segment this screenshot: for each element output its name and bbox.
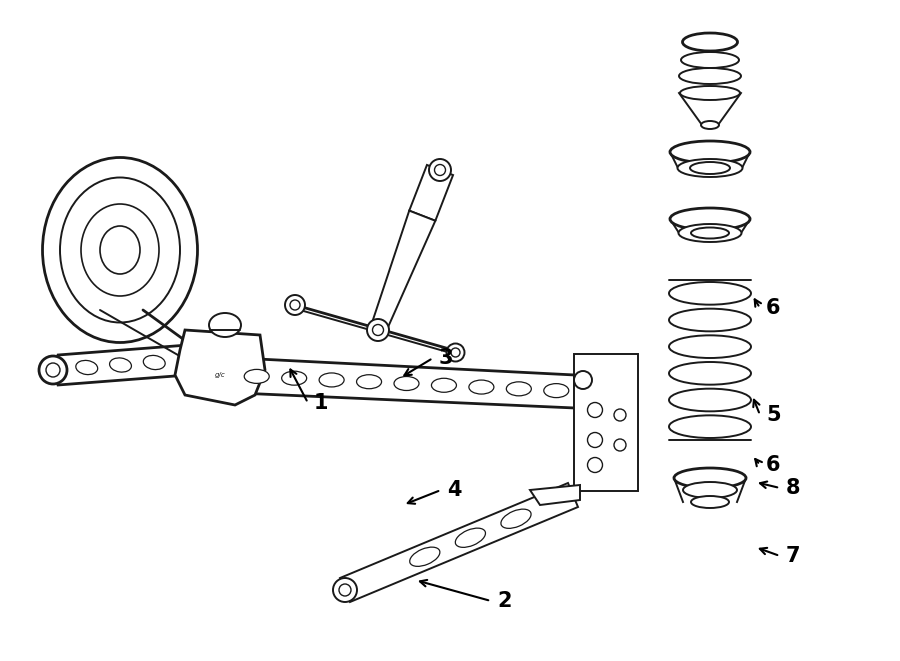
Ellipse shape [285,295,305,315]
Ellipse shape [320,373,344,387]
Ellipse shape [614,409,626,421]
Ellipse shape [501,509,531,528]
Ellipse shape [373,325,383,336]
Ellipse shape [669,335,751,358]
Ellipse shape [455,528,485,547]
Ellipse shape [670,141,750,163]
Ellipse shape [674,468,746,488]
Ellipse shape [290,300,300,310]
Ellipse shape [679,68,741,84]
Text: 5: 5 [766,405,780,425]
Ellipse shape [681,52,739,68]
Ellipse shape [669,415,751,438]
Ellipse shape [544,383,569,398]
Text: 3: 3 [439,348,454,368]
Ellipse shape [431,378,456,392]
Ellipse shape [669,362,751,385]
Ellipse shape [110,358,131,372]
Text: 6: 6 [766,298,780,318]
Ellipse shape [209,313,241,337]
Ellipse shape [669,309,751,331]
Ellipse shape [451,348,460,357]
Polygon shape [410,165,453,221]
Ellipse shape [507,382,531,396]
Text: 7: 7 [786,546,800,566]
Polygon shape [175,330,265,405]
Ellipse shape [143,356,166,369]
Ellipse shape [680,86,740,100]
Ellipse shape [367,319,389,341]
Polygon shape [238,358,575,408]
Ellipse shape [588,432,602,447]
Polygon shape [53,345,188,385]
Ellipse shape [669,389,751,411]
Ellipse shape [701,121,719,129]
Polygon shape [530,485,580,505]
Polygon shape [371,211,436,333]
Ellipse shape [356,375,382,389]
Text: 2: 2 [497,591,511,611]
Ellipse shape [100,226,140,274]
Ellipse shape [614,439,626,451]
Ellipse shape [76,360,98,375]
Ellipse shape [574,371,592,389]
Text: 1: 1 [314,393,328,413]
Ellipse shape [60,178,180,323]
FancyBboxPatch shape [574,354,638,491]
Ellipse shape [683,482,737,498]
Text: 8: 8 [786,478,800,498]
Polygon shape [340,483,578,602]
Ellipse shape [670,208,750,230]
Ellipse shape [410,547,440,566]
Ellipse shape [679,224,742,242]
Text: g/c: g/c [214,372,225,378]
Ellipse shape [588,457,602,473]
Ellipse shape [469,380,494,394]
Ellipse shape [691,496,729,508]
Ellipse shape [588,403,602,418]
Ellipse shape [39,356,67,384]
Ellipse shape [435,165,446,176]
Ellipse shape [691,227,729,239]
Text: 6: 6 [766,455,780,475]
Ellipse shape [682,33,737,51]
Ellipse shape [244,369,269,383]
Ellipse shape [446,344,464,362]
Ellipse shape [81,204,159,296]
Ellipse shape [333,578,357,602]
Text: 4: 4 [447,480,462,500]
Ellipse shape [669,282,751,305]
Ellipse shape [678,159,742,177]
Ellipse shape [46,363,60,377]
Ellipse shape [282,371,307,385]
Ellipse shape [690,162,730,174]
Ellipse shape [42,157,197,342]
Ellipse shape [394,377,419,391]
Ellipse shape [429,159,451,181]
Ellipse shape [339,584,351,596]
